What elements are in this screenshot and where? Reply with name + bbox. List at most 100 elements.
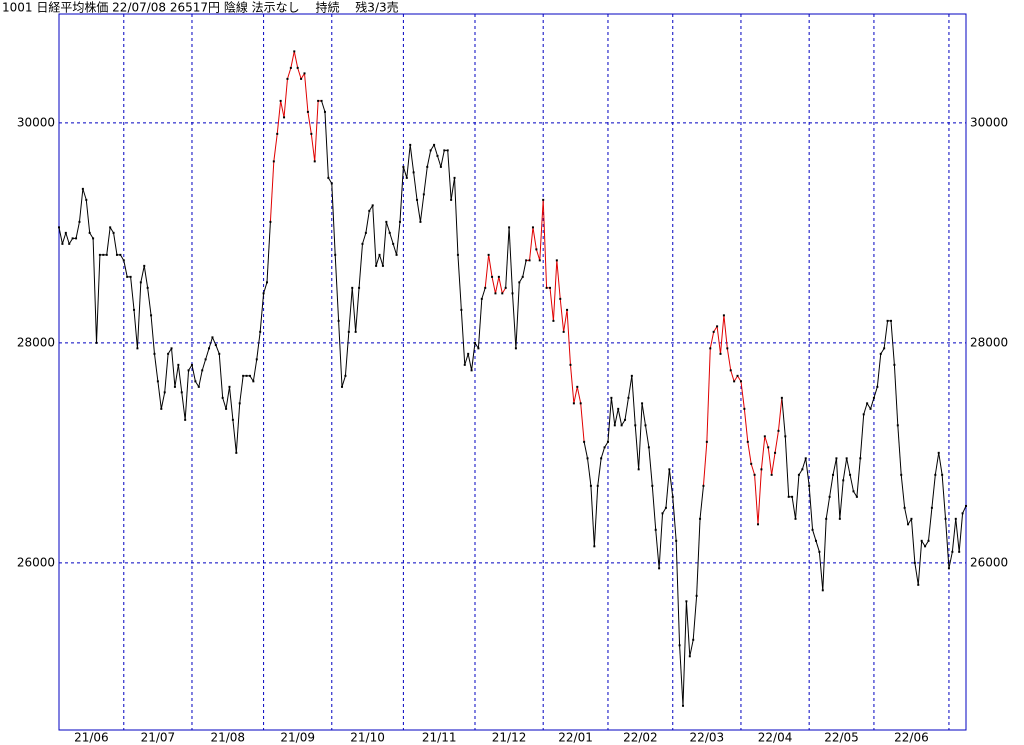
price-point xyxy=(627,396,630,399)
price-point xyxy=(156,380,159,383)
price-point xyxy=(358,286,361,289)
price-point xyxy=(484,286,487,289)
price-segment xyxy=(658,513,664,569)
price-point xyxy=(681,704,684,707)
price-point xyxy=(470,369,473,372)
price-point xyxy=(835,457,838,460)
price-segment xyxy=(314,100,319,162)
price-point xyxy=(439,165,442,168)
price-point xyxy=(235,451,238,454)
price-segment xyxy=(856,458,861,497)
price-segment xyxy=(709,331,715,349)
price-point xyxy=(167,352,170,355)
price-point xyxy=(467,352,470,355)
price-point xyxy=(313,160,316,163)
price-segment xyxy=(218,353,224,398)
price-segment xyxy=(157,381,162,409)
price-point xyxy=(419,220,422,223)
price-point xyxy=(869,407,872,410)
price-segment xyxy=(321,100,326,113)
price-point xyxy=(535,248,538,251)
price-point xyxy=(378,253,381,256)
price-segment xyxy=(696,518,701,596)
price-point xyxy=(832,473,835,476)
price-segment xyxy=(385,221,391,234)
price-segment xyxy=(344,331,350,376)
price-segment xyxy=(573,386,578,404)
price-point xyxy=(252,380,255,383)
price-segment xyxy=(222,397,227,409)
price-point xyxy=(828,495,831,498)
price-point xyxy=(388,231,391,234)
price-segment xyxy=(941,474,947,519)
x-tick-label: 21/06 xyxy=(74,731,109,745)
price-point xyxy=(593,545,596,548)
price-point xyxy=(58,226,60,229)
price-point xyxy=(750,462,753,465)
price-point xyxy=(255,358,258,361)
price-point xyxy=(228,385,231,388)
price-segment xyxy=(419,194,425,222)
price-segment xyxy=(781,397,786,437)
price-segment xyxy=(522,260,527,277)
y-tick-label: 28000 xyxy=(17,335,55,349)
price-point xyxy=(763,435,766,438)
price-point xyxy=(658,567,661,570)
price-point xyxy=(368,209,371,212)
price-point xyxy=(941,473,944,476)
price-segment xyxy=(679,645,684,706)
price-point xyxy=(269,220,272,223)
price-point xyxy=(64,231,67,234)
price-point xyxy=(930,506,933,509)
price-segment xyxy=(672,496,677,541)
price-segment xyxy=(610,397,616,426)
price-segment xyxy=(870,397,875,409)
price-point xyxy=(651,484,654,487)
price-segment xyxy=(440,150,445,167)
price-point xyxy=(300,77,303,80)
price-point xyxy=(668,468,671,471)
price-point xyxy=(866,402,869,405)
price-segment xyxy=(723,315,728,349)
price-segment xyxy=(174,364,179,387)
price-point xyxy=(347,330,350,333)
price-point xyxy=(327,176,330,179)
price-segment xyxy=(426,150,432,167)
price-segment xyxy=(171,348,176,387)
price-segment xyxy=(883,320,889,349)
price-point xyxy=(211,336,214,339)
price-point xyxy=(416,198,419,201)
price-segment xyxy=(252,359,258,382)
price-segment xyxy=(760,436,766,470)
price-point xyxy=(814,539,817,542)
price-point xyxy=(852,490,855,493)
price-segment xyxy=(396,221,401,255)
price-point xyxy=(446,149,449,152)
price-point xyxy=(422,193,425,196)
price-point xyxy=(88,231,91,234)
price-point xyxy=(685,600,688,603)
price-point xyxy=(375,264,378,267)
price-point xyxy=(351,286,354,289)
price-point xyxy=(371,204,374,207)
price-point xyxy=(794,517,797,520)
price-point xyxy=(409,143,412,146)
price-segment xyxy=(938,452,943,475)
price-segment xyxy=(471,342,476,371)
price-segment xyxy=(576,386,582,404)
price-point xyxy=(119,253,122,256)
price-segment xyxy=(614,408,619,426)
price-point xyxy=(757,523,760,526)
price-segment xyxy=(764,436,769,448)
price-point xyxy=(654,528,657,531)
price-segment xyxy=(675,540,681,646)
price-point xyxy=(381,264,384,267)
price-point xyxy=(361,242,364,245)
x-tick-label: 21/10 xyxy=(350,731,385,745)
price-segment xyxy=(416,199,421,222)
price-point xyxy=(937,451,940,454)
price-segment xyxy=(498,276,503,294)
price-segment xyxy=(406,144,411,178)
price-segment xyxy=(208,337,213,349)
x-tick-label: 22/05 xyxy=(824,731,859,745)
